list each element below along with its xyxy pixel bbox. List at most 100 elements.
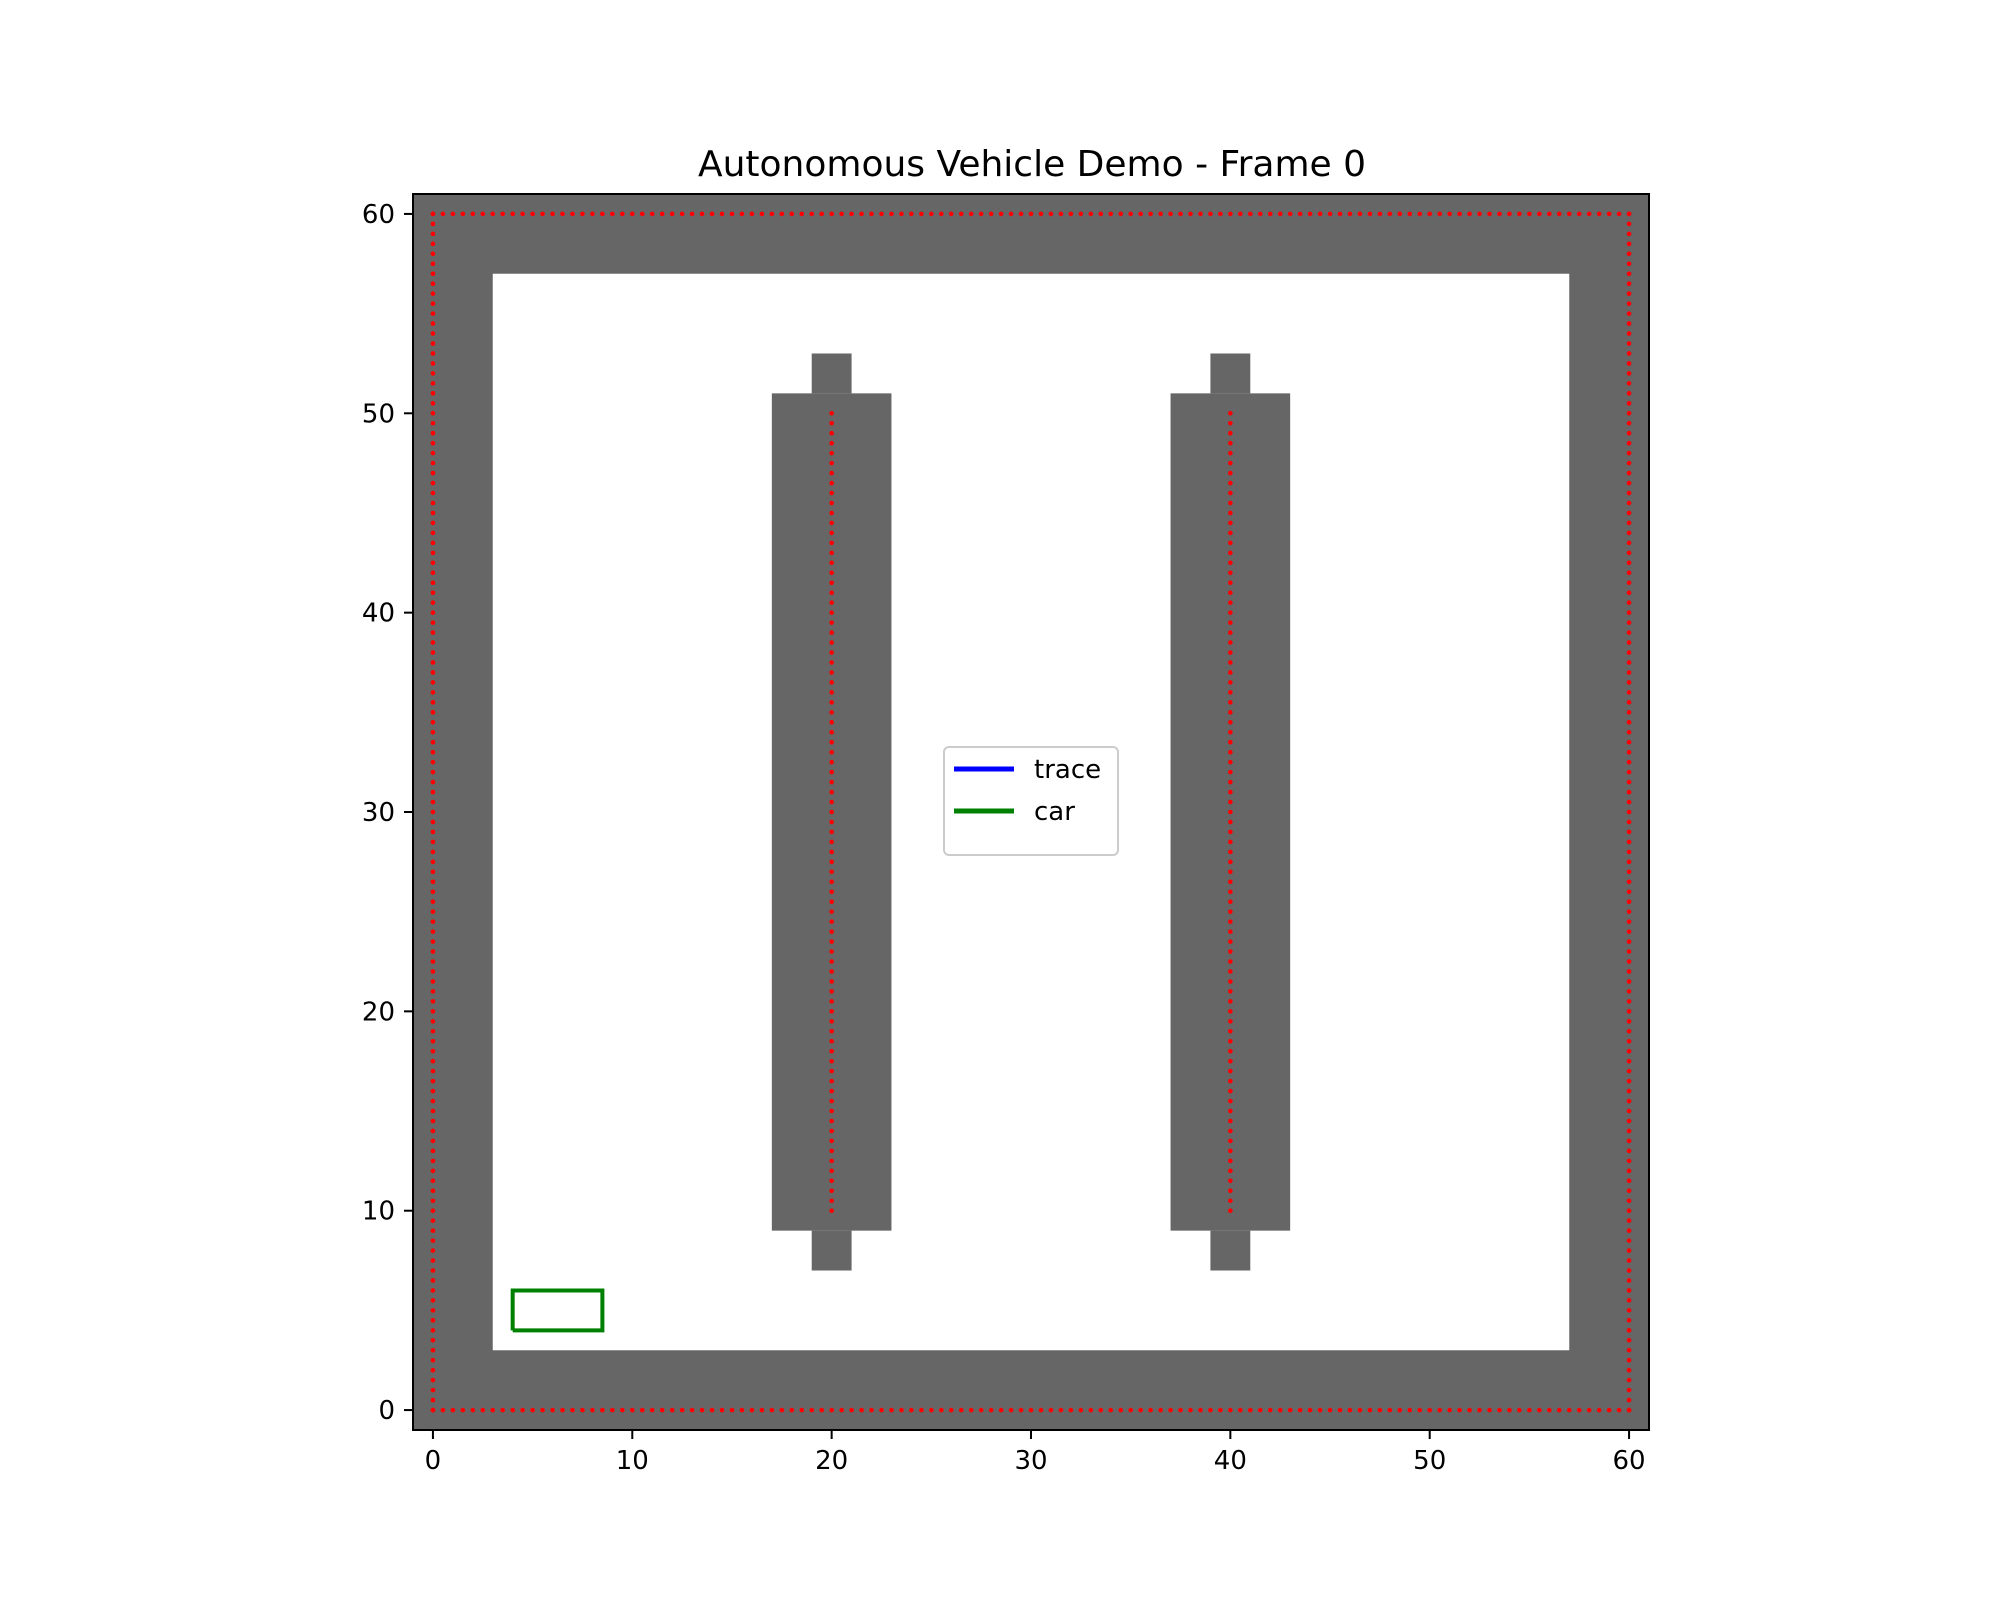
boundary-point: [829, 939, 834, 944]
boundary-point: [500, 211, 506, 217]
boundary-point: [1218, 211, 1223, 217]
boundary-point: [1626, 929, 1632, 934]
boundary-point: [430, 759, 436, 765]
boundary-point: [430, 470, 436, 476]
boundary-point: [1118, 1407, 1124, 1413]
boundary-point: [430, 640, 436, 645]
boundary-point: [779, 1407, 785, 1413]
boundary-point: [530, 211, 535, 217]
boundary-point: [1626, 1258, 1632, 1263]
boundary-point: [540, 211, 545, 217]
boundary-point: [829, 1128, 834, 1134]
boundary-point: [430, 1188, 436, 1194]
boundary-point: [430, 450, 436, 456]
boundary-point: [1427, 1407, 1433, 1413]
obstacle-block: [811, 353, 852, 394]
boundary-point: [430, 1278, 436, 1283]
boundary-point: [1228, 710, 1233, 715]
boundary-point: [1228, 1158, 1233, 1164]
boundary-point: [1228, 1098, 1233, 1104]
boundary-point: [1367, 1407, 1373, 1413]
boundary-point: [1626, 1268, 1632, 1273]
boundary-point: [1626, 1387, 1632, 1393]
boundary-point: [829, 430, 834, 436]
boundary-point: [1447, 211, 1452, 217]
boundary-point: [430, 331, 436, 336]
boundary-point: [1626, 809, 1632, 815]
boundary-point: [590, 211, 595, 217]
boundary-point: [879, 1407, 884, 1413]
boundary-point: [1228, 570, 1233, 576]
boundary-point: [430, 919, 436, 924]
boundary-point: [1437, 211, 1442, 217]
boundary-point: [1626, 1298, 1632, 1303]
boundary-point: [1028, 1407, 1034, 1413]
boundary-point: [829, 1108, 834, 1114]
boundary-point: [1228, 919, 1233, 924]
boundary-point: [829, 650, 834, 655]
boundary-point: [1517, 211, 1522, 217]
boundary-point: [829, 849, 834, 855]
boundary-point: [430, 281, 436, 287]
boundary-point: [1238, 211, 1243, 217]
boundary-point: [430, 1248, 436, 1253]
boundary-point: [1626, 590, 1632, 596]
boundary-point: [1626, 520, 1632, 526]
boundary-point: [1228, 540, 1233, 546]
boundary-point: [1626, 231, 1632, 237]
boundary-point: [988, 1407, 994, 1413]
boundary-point: [1626, 261, 1632, 267]
boundary-point: [829, 769, 834, 775]
boundary-point: [570, 211, 575, 217]
boundary-point: [1626, 849, 1632, 855]
boundary-point: [1626, 1048, 1632, 1054]
boundary-point: [829, 999, 834, 1004]
boundary-point: [829, 640, 834, 645]
boundary-point: [829, 600, 834, 605]
boundary-point: [1297, 1407, 1303, 1413]
boundary-point: [1626, 749, 1632, 755]
boundary-point: [1626, 789, 1632, 795]
boundary-point: [829, 420, 834, 426]
boundary-point: [1317, 211, 1323, 217]
boundary-point: [1228, 1118, 1233, 1124]
boundary-point: [1357, 1407, 1363, 1413]
boundary-point: [1228, 719, 1233, 725]
boundary-point: [1626, 600, 1632, 605]
boundary-point: [1626, 1248, 1632, 1253]
boundary-point: [639, 211, 645, 217]
boundary-point: [1626, 341, 1632, 346]
boundary-point: [829, 1068, 834, 1074]
boundary-point: [729, 211, 735, 217]
boundary-point: [1626, 1278, 1632, 1283]
boundary-point: [1626, 1288, 1632, 1293]
boundary-point: [430, 211, 436, 217]
boundary-point: [1626, 1377, 1632, 1383]
boundary-point: [1626, 1088, 1632, 1094]
boundary-point: [1626, 1238, 1632, 1243]
boundary-point: [470, 211, 476, 217]
boundary-point: [430, 1168, 436, 1174]
boundary-point: [1626, 391, 1632, 396]
boundary-point: [440, 211, 446, 217]
boundary-point: [1626, 460, 1632, 466]
boundary-point: [1626, 710, 1632, 715]
boundary-point: [430, 929, 436, 934]
boundary-point: [1367, 211, 1373, 217]
boundary-point: [1576, 1407, 1582, 1413]
boundary-point: [1626, 1028, 1632, 1034]
boundary-point: [1228, 889, 1233, 895]
boundary-point: [480, 211, 486, 217]
boundary-point: [1228, 979, 1233, 984]
boundary-point: [1626, 799, 1632, 805]
boundary-point: [510, 1407, 515, 1413]
boundary-point: [430, 410, 436, 416]
boundary-point: [1626, 1407, 1632, 1413]
boundary-point: [1068, 211, 1074, 217]
boundary-point: [829, 949, 834, 954]
boundary-point: [430, 739, 436, 745]
boundary-point: [430, 271, 436, 277]
boundary-point: [1626, 510, 1632, 516]
boundary-point: [829, 889, 834, 895]
obstacle-block: [811, 1230, 852, 1271]
